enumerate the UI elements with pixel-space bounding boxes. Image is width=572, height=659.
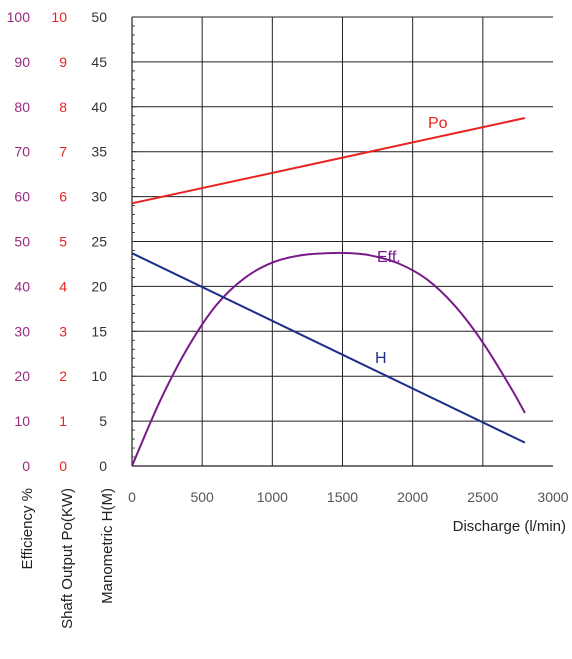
po-tick-label: 10 [51,9,67,25]
po-tick-label: 5 [59,234,67,250]
eff-tick-label: 40 [14,278,30,294]
h-tick-label: 10 [91,368,107,384]
h-tick-label: 30 [91,189,107,205]
eff-tick-label: 0 [22,458,30,474]
h-tick-label: 15 [91,323,107,339]
po-tick-label: 4 [59,278,67,294]
eff-tick-label: 70 [14,144,30,160]
chart-axes: 0102030405060708090100012345678910051015… [7,9,569,629]
h-tick-label: 35 [91,144,107,160]
h-axis-title: Manometric H(M) [99,488,116,604]
eff-tick-label: 60 [14,189,30,205]
x-tick-label: 2500 [467,489,498,505]
eff-tick-label: 20 [14,368,30,384]
po-tick-label: 1 [59,413,67,429]
po-axis-title: Shaft Output Po(KW) [59,488,76,629]
eff-tick-label: 10 [14,413,30,429]
po-tick-label: 6 [59,189,67,205]
h-tick-label: 40 [91,99,107,115]
eff-tick-label: 90 [14,54,30,70]
x-tick-label: 1000 [257,489,288,505]
po-tick-label: 9 [59,54,67,70]
series-line-po [131,117,526,205]
series-label-eff: Eff. [377,249,401,266]
x-tick-label: 3000 [537,489,568,505]
x-tick-label: 500 [190,489,214,505]
h-tick-label: 0 [99,458,107,474]
h-tick-label: 50 [91,9,107,25]
eff-tick-label: 50 [14,234,30,250]
eff-tick-label: 80 [14,99,30,115]
eff-tick-label: 30 [14,323,30,339]
po-tick-label: 3 [59,323,67,339]
po-tick-label: 8 [59,99,67,115]
series-label-po: Po [428,115,448,132]
eff-tick-label: 100 [7,9,31,25]
chart-labels: Po Eff. H [375,115,448,367]
h-tick-label: 20 [91,278,107,294]
series-label-h: H [375,350,387,367]
x-axis-title: Discharge (l/min) [453,518,566,535]
h-tick-label: 45 [91,54,107,70]
chart-series [131,117,526,467]
x-tick-label: 1500 [327,489,358,505]
eff-axis-title: Efficiency % [19,488,36,569]
h-tick-label: 25 [91,234,107,250]
po-tick-label: 0 [59,458,67,474]
chart-grid [132,16,553,466]
po-tick-label: 7 [59,144,67,160]
x-tick-label: 2000 [397,489,428,505]
series-line-eff [131,251,526,467]
series-line-h [131,252,526,444]
h-tick-label: 5 [99,413,107,429]
x-tick-label: 0 [128,489,136,505]
po-tick-label: 2 [59,368,67,384]
